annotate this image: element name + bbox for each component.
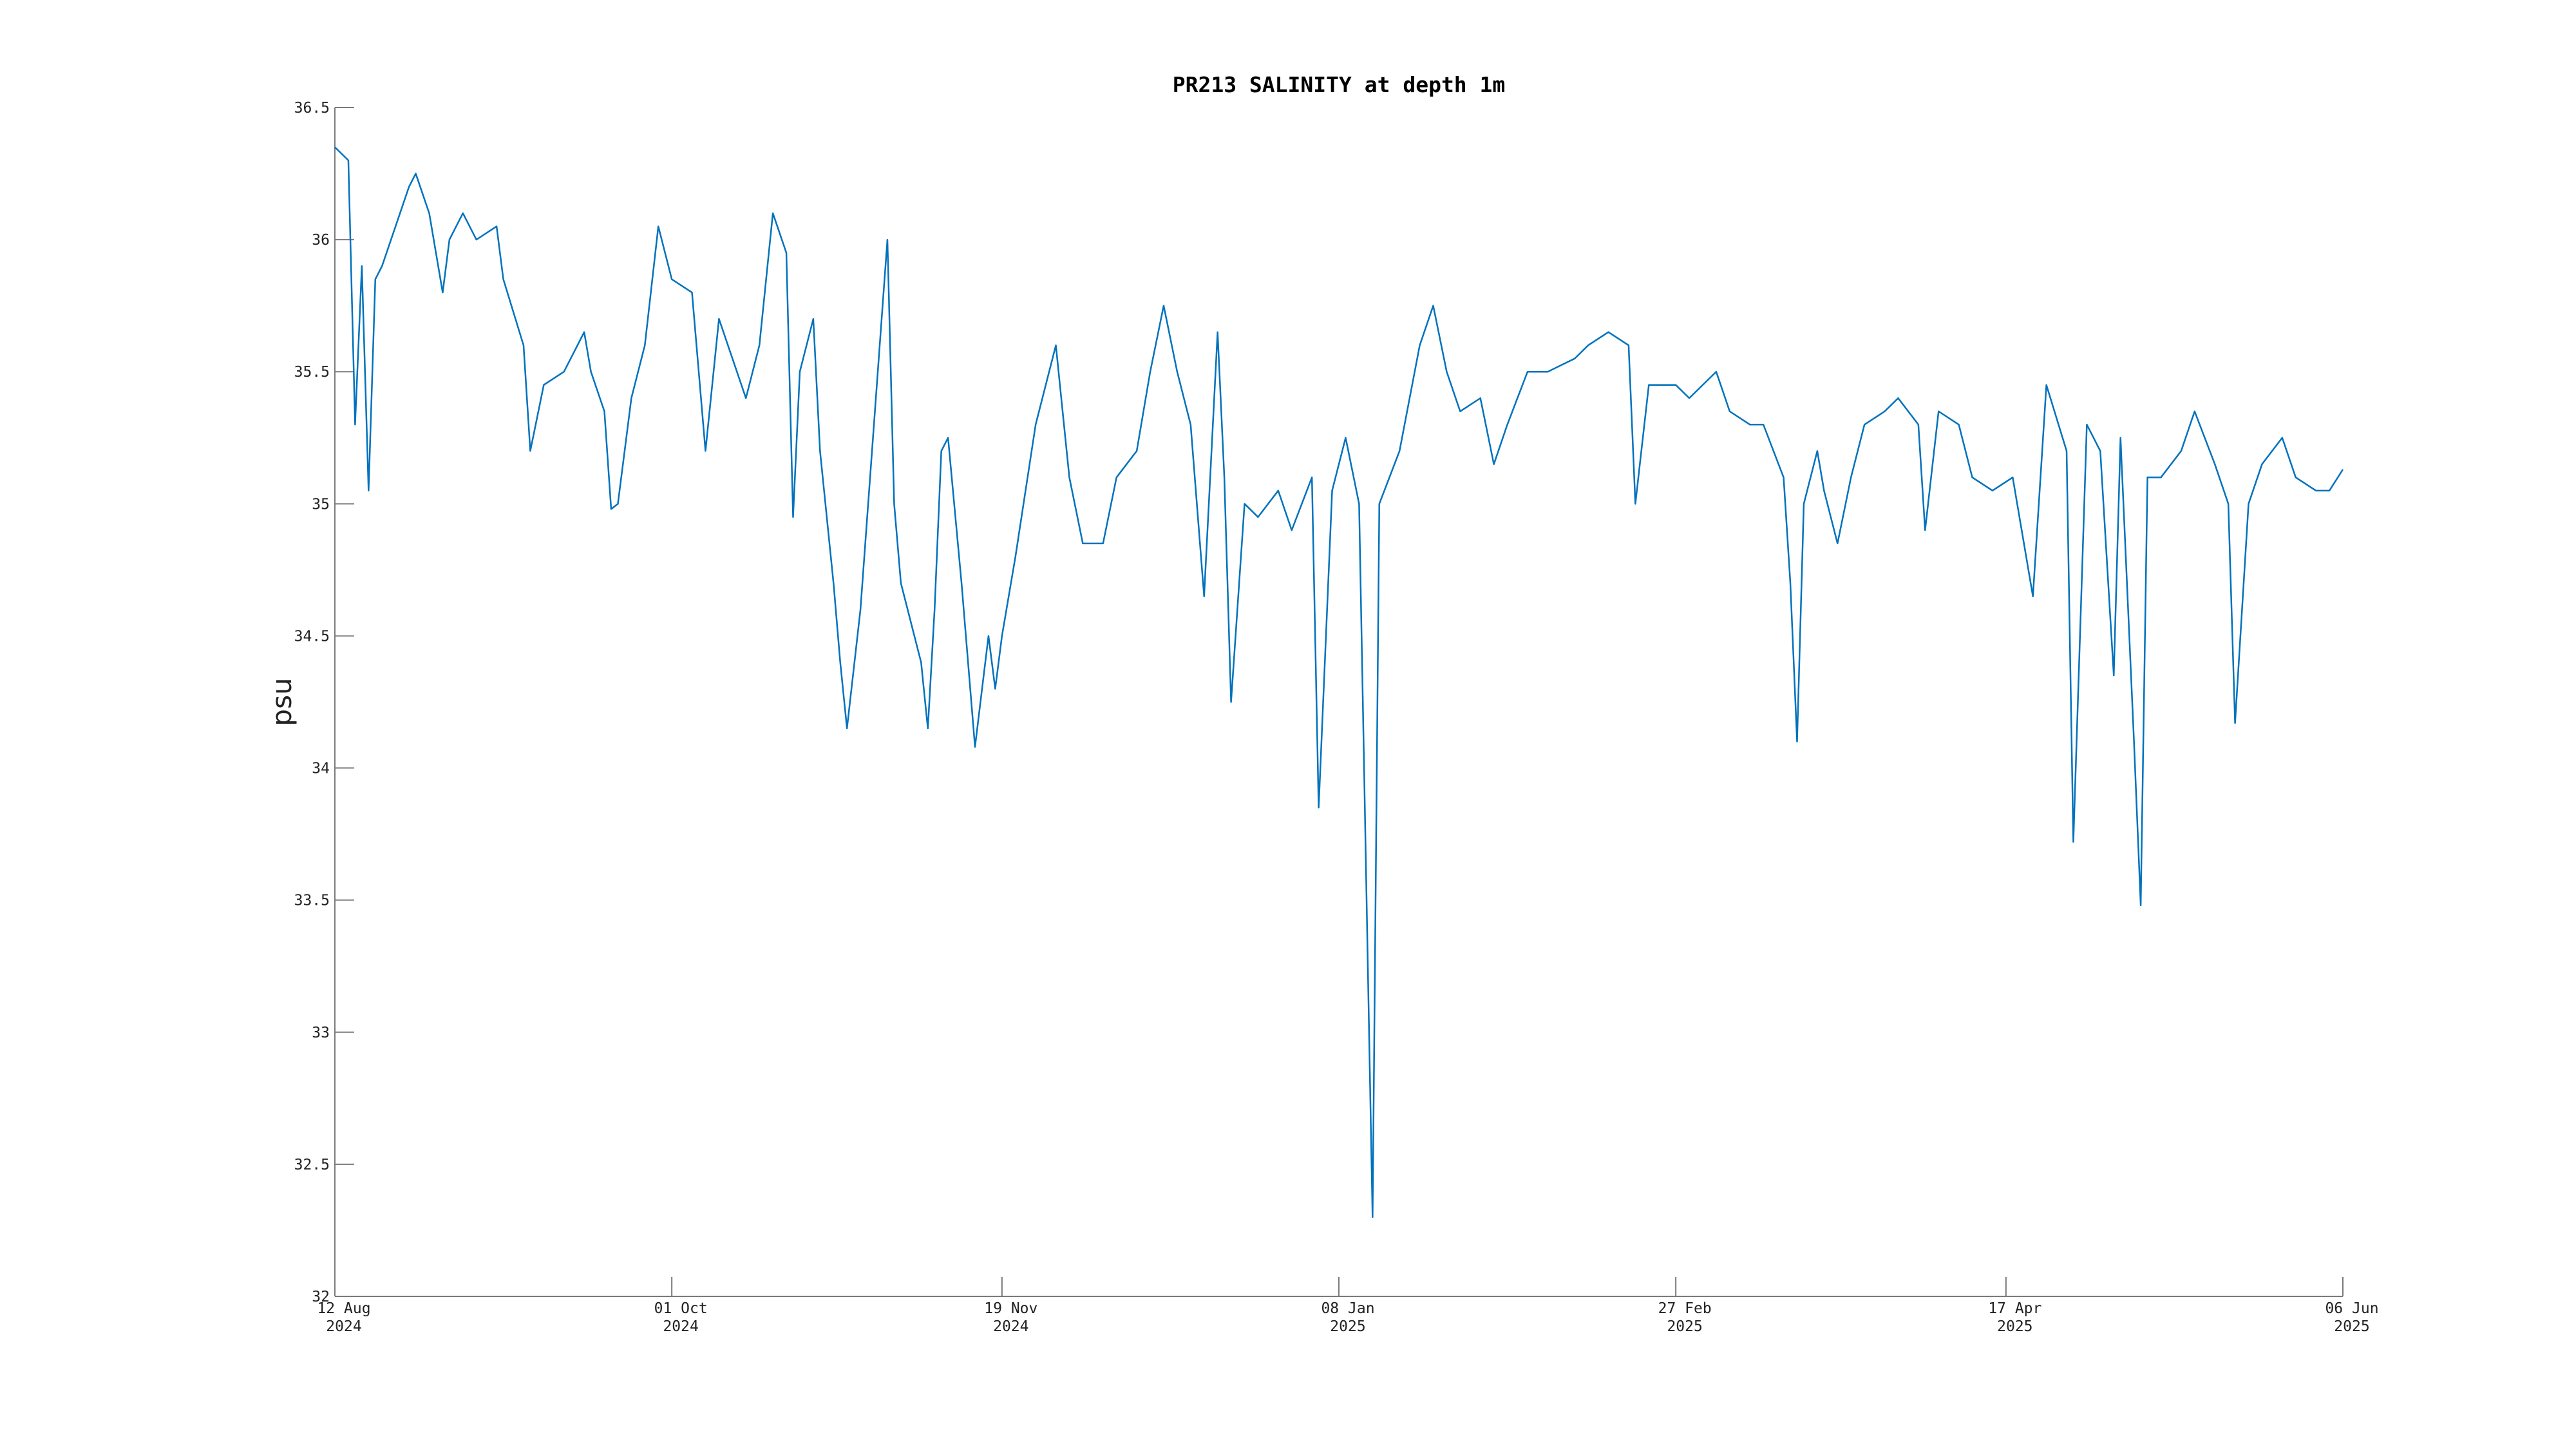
x-tick-label: 08 Jan 2025 (1321, 1300, 1374, 1335)
y-tick-label: 35.5 (294, 364, 330, 381)
x-tick-label: 27 Feb 2025 (1658, 1300, 1712, 1335)
x-tick-label: 12 Aug 2024 (317, 1300, 370, 1335)
x-tick-label: 01 Oct 2024 (654, 1300, 708, 1335)
x-tick-label: 19 Nov 2024 (984, 1300, 1037, 1335)
y-tick-label: 32.5 (294, 1157, 330, 1173)
x-tick-label: 06 Jun 2025 (2325, 1300, 2378, 1335)
y-tick-label: 34.5 (294, 628, 330, 645)
y-tick-label: 35 (312, 496, 330, 513)
y-axis-label: psu (266, 677, 298, 726)
y-tick-label: 33 (312, 1025, 330, 1041)
data-line (334, 146, 2344, 1218)
y-tick-label: 34 (312, 761, 330, 777)
chart-title: PR213 SALINITY at depth 1m (1173, 72, 1506, 97)
y-tick-label: 36 (312, 232, 330, 249)
x-tick-label: 17 Apr 2025 (1988, 1300, 2041, 1335)
y-tick-label: 33.5 (294, 893, 330, 909)
y-tick-label: 36.5 (294, 100, 330, 117)
y-tick-label: 32 (312, 1289, 330, 1305)
